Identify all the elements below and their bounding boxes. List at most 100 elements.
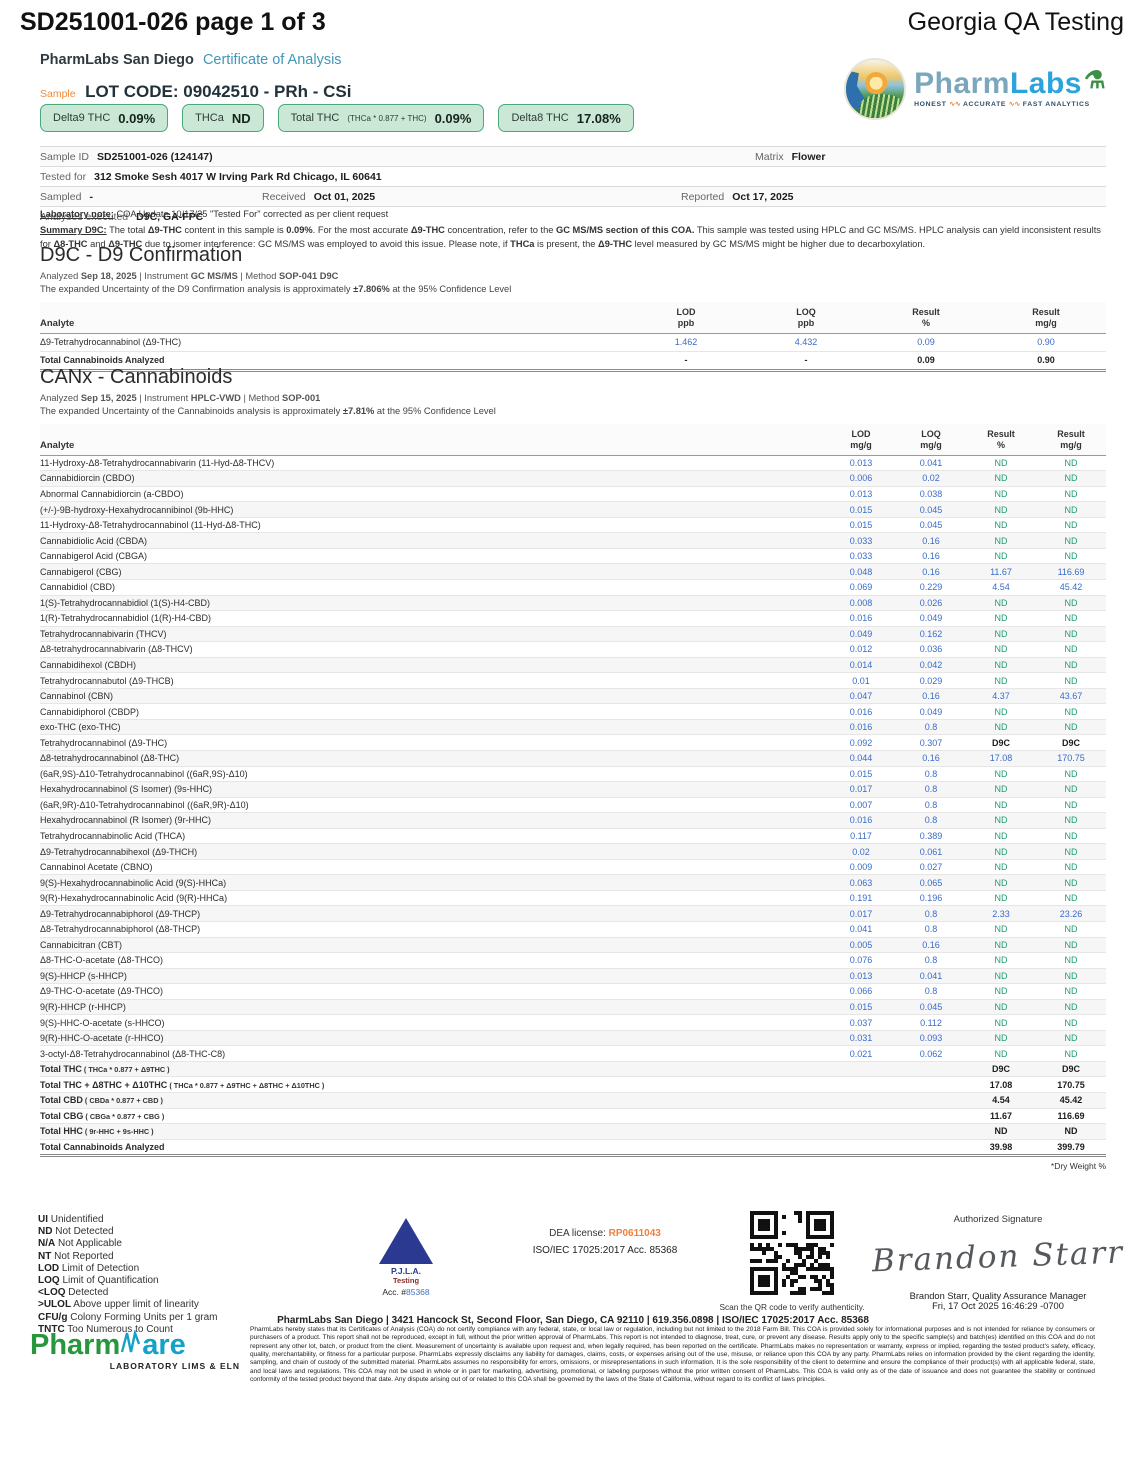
result-value: ND: [994, 659, 1008, 670]
sample-info-row: Sample ID SD251001-026 (124147) Matrix F…: [40, 146, 1106, 166]
analyte-name: Tetrahydrocannabutol (Δ9-THCB): [40, 675, 174, 686]
result-value: ND: [1064, 706, 1078, 717]
table-row: Cannabinol Acetate (CBNO) 0.009 0.027 ND ND: [40, 858, 1106, 875]
result-value: 0.8: [924, 924, 938, 935]
analyte-name: exo-THC (exo-THC): [40, 722, 121, 733]
result-value: ND: [994, 893, 1008, 904]
table-row: Cannabidiolic Acid (CBDA) 0.033 0.16 ND ND: [40, 532, 1106, 548]
potency-chip: Total THC (THCa * 0.877 + THC) 0.09%: [277, 104, 485, 132]
result-value: 170.75: [1057, 753, 1085, 764]
legend-item: N/A Not Applicable: [38, 1238, 122, 1250]
result-value: 0.01: [852, 675, 870, 686]
table-row: 9(R)-HHC-O-acetate (r-HHCO) 0.031 0.093 ND N…: [40, 1029, 1106, 1046]
analyte-name: Tetrahydrocannabivarin (THCV): [40, 628, 167, 639]
legend-item: TNTC Too Numerous to Count: [38, 1323, 173, 1335]
result-value: ND: [1064, 535, 1078, 546]
table-row: Total HHC ( 9r-HHC + 9s-HHC ) ND ND: [40, 1123, 1106, 1139]
result-value: ND: [994, 784, 1008, 795]
d9c-section-title: D9C - D9 Confirmation: [40, 244, 243, 266]
result-value: ND: [994, 628, 1008, 639]
qa-testing-label: Georgia QA Testing: [907, 8, 1124, 36]
pjla-testing-label: Testing: [392, 1276, 420, 1285]
result-value: 0.008: [849, 597, 873, 608]
result-value: 0.026: [919, 597, 943, 608]
result-value: ND: [994, 846, 1008, 857]
analyte-name: Cannabigerol Acid (CBGA): [40, 551, 148, 562]
brand-pharm: Pharm: [914, 67, 1010, 101]
result-value: ND: [1064, 1126, 1078, 1137]
result-value: ND: [1064, 986, 1078, 997]
sample-id-value: SD251001-026 (124147): [97, 151, 213, 163]
result-value: 0.015: [849, 768, 873, 779]
result-value: 45.42: [1059, 582, 1083, 593]
analyte-name: Cannabidiol (CBD): [40, 582, 116, 593]
result-value: ND: [1064, 1033, 1078, 1044]
summary-d9c-note: Summary D9C: The total Δ9-THC content in…: [40, 224, 1101, 249]
result-value: ND: [994, 955, 1008, 966]
table-row: 1(S)-Tetrahydrocannabidiol (1(S)-H4-CBD)…: [40, 594, 1106, 611]
result-value: ND: [994, 768, 1008, 779]
result-value: 4.54: [992, 1095, 1010, 1106]
analyte-name: Total THC + Δ8THC + Δ10THC ( THCa * 0.87…: [40, 1079, 325, 1090]
analyte-name: Cannabidiolic Acid (CBDA): [40, 535, 148, 546]
result-value: 0.066: [849, 986, 873, 997]
result-value: 0.16: [922, 753, 940, 764]
result-value: ND: [1064, 457, 1078, 468]
result-value: ND: [994, 970, 1008, 981]
table-row: Total CBD ( CBDa * 0.877 + CBD ) 4.54 45.4…: [40, 1092, 1106, 1108]
received-value: Oct 01, 2025: [313, 191, 376, 203]
squiggle-icon: ∿∿: [1008, 101, 1021, 109]
result-value: 0.09: [917, 355, 935, 366]
analyte-name: (6aR,9S)-Δ10-Tetrahydrocannabinol ((6aR,…: [40, 768, 248, 779]
table-row: Hexahydrocannabinol (S Isomer) (9s-HHC) 0…: [40, 781, 1106, 797]
analyte-name: 9(R)-HHCP (r-HHCP): [40, 1002, 126, 1012]
legend-item: >ULOL Above upper limit of linearity: [38, 1299, 199, 1311]
result-value: 0.117: [850, 830, 872, 841]
table-row: Δ8-Tetrahydrocannabiphorol (Δ8-THCP) 0.04…: [40, 921, 1106, 937]
d9c-meta: Analyzed Sep 18, 2025 | Instrument GC MS…: [40, 271, 339, 281]
result-value: ND: [994, 1048, 1008, 1059]
reported-value: Oct 17, 2025: [732, 191, 794, 203]
potency-chips: Delta9 THC 0.09% THCa ND Total THC (THCa * 0.…: [40, 104, 634, 132]
result-value: 0.033: [849, 551, 873, 562]
matrix-value: Flower: [791, 151, 826, 163]
table-row: Cannabidiphorol (CBDP) 0.016 0.049 ND ND: [40, 703, 1106, 719]
certificate-label: Certificate of Analysis: [202, 52, 342, 68]
result-value: 0.005: [849, 939, 873, 950]
result-value: 0.16: [922, 551, 940, 562]
analyte-name: Total HHC ( 9r-HHC + 9s-HHC ): [40, 1126, 154, 1137]
table-row: Abnormal Cannabidiorcin (a-CBDO) 0.013 0.0…: [40, 485, 1106, 502]
analyte-name: Δ8-Tetrahydrocannabiphorol (Δ8-THCP): [40, 924, 201, 935]
result-value: ND: [994, 722, 1008, 733]
result-value: 0.021: [849, 1048, 873, 1059]
analyses-executed-label: Analyses executed: [40, 211, 129, 223]
analyte-name: 9(S)-Hexahydrocannabinolic Acid (9(S)-HH…: [40, 877, 227, 888]
analyte-name: Δ9-Tetrahydrocannabinol (Δ9-THC): [40, 337, 182, 348]
sampled-label: Sampled: [40, 191, 82, 203]
result-value: ND: [994, 1002, 1008, 1012]
flask-icon: ⚗: [1083, 67, 1106, 95]
table-row: exo-THC (exo-THC) 0.016 0.8 ND ND: [40, 718, 1106, 735]
legend-item: <LOQ Detected: [38, 1287, 109, 1299]
result-value: ND: [994, 986, 1008, 997]
result-value: 0.16: [922, 535, 940, 546]
legend-item: UI Unidentified: [38, 1214, 104, 1225]
d9c-table-body: Δ9-Tetrahydrocannabinol (Δ9-THC) 1.462 4.4…: [40, 334, 1106, 372]
sample-info-table: Sample ID SD251001-026 (124147) Matrix F…: [40, 146, 1106, 226]
table-row: Cannabidiol (CBD) 0.069 0.229 4.54 45.42: [40, 578, 1106, 595]
result-value: ND: [1064, 675, 1078, 686]
table-row: Δ9-Tetrahydrocannabinol (Δ9-THC) 1.462 4.4…: [40, 334, 1106, 351]
result-value: ND: [1064, 970, 1078, 981]
sample-info-row: Sampled - Received Oct 01, 2025 Reported…: [40, 186, 1106, 206]
analyte-name: Tetrahydrocannabinol (Δ9-THC): [40, 737, 168, 748]
table-row: 9(S)-HHC-O-acetate (s-HHCO) 0.037 0.112 ND N…: [40, 1014, 1106, 1030]
result-value: ND: [1064, 924, 1078, 935]
result-value: 0.065: [919, 877, 943, 888]
table-row: Total THC ( THCa * 0.877 + Δ9THC ) D9C D9C: [40, 1060, 1106, 1077]
analyte-name: Δ8-tetrahydrocannabinol (Δ8-THC): [40, 753, 180, 764]
analyte-name: 11-Hydroxy-Δ8-Tetrahydrocannabivarin (11…: [40, 457, 275, 468]
canx-meta: Analyzed Sep 15, 2025 | Instrument HPLC-…: [40, 393, 321, 403]
table-row: 9(R)-HHCP (r-HHCP) 0.015 0.045 ND ND: [40, 998, 1106, 1015]
result-value: 0.044: [849, 753, 873, 764]
